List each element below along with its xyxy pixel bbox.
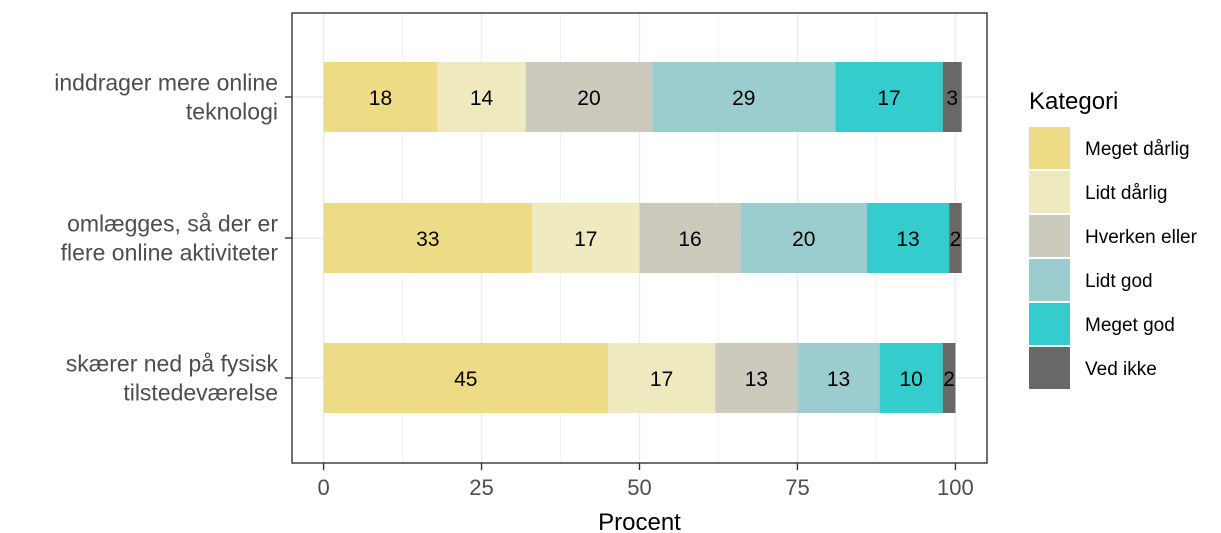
legend-title: Kategori: [1029, 88, 1118, 115]
bar-segment: [652, 62, 836, 132]
legend-label: Meget god: [1085, 315, 1175, 336]
x-tick-label: 75: [785, 475, 809, 500]
bar-segment: [866, 203, 950, 273]
segment-value-label: 20: [577, 87, 600, 110]
legend-key: [1029, 215, 1070, 257]
segment-value-label: 2: [950, 228, 962, 251]
segment-value-label: 2: [943, 368, 955, 391]
legend-label: Lidt god: [1085, 271, 1153, 292]
bar-segment: [323, 62, 438, 132]
legend-key: [1029, 303, 1070, 345]
y-tick-label: tilstedeværelse: [123, 380, 278, 406]
y-tick-label: flere online aktiviteter: [61, 240, 279, 266]
y-tick-label: omlægges, så der er: [67, 211, 278, 237]
x-tick-label: 100: [937, 475, 974, 500]
legend-label: Meget dårlig: [1085, 139, 1190, 160]
segment-value-label: 33: [416, 228, 439, 251]
segment-value-label: 3: [946, 87, 958, 110]
legend: Kategori Meget dårlig Lidt dårlig Hverken …: [1029, 88, 1198, 389]
segment-value-label: 18: [369, 87, 392, 110]
segment-value-label: 13: [745, 368, 768, 391]
bar-segment: [525, 62, 653, 132]
segment-value-label: 16: [678, 228, 701, 251]
bar-segment: [942, 343, 956, 413]
y-tick-label: inddrager mere online: [54, 70, 278, 96]
bar-segment: [949, 203, 962, 273]
bar-segment: [715, 343, 798, 413]
bar-segment: [323, 343, 608, 413]
y-tick-label: skærer ned på fysisk: [66, 351, 279, 377]
bar-segment: [740, 203, 867, 273]
segment-value-label: 17: [574, 228, 597, 251]
x-axis-title: Procent: [598, 509, 681, 533]
segment-value-label: 10: [900, 368, 923, 391]
legend-key: [1029, 171, 1070, 213]
bar-segment: [835, 62, 943, 132]
legend-key: [1029, 259, 1070, 301]
segment-value-label: 13: [827, 368, 850, 391]
legend-key: [1029, 347, 1070, 389]
x-tick-label: 50: [627, 475, 651, 500]
bar-segment: [797, 343, 880, 413]
bar-segment: [942, 62, 962, 132]
bar-segment: [437, 62, 526, 132]
legend-label: Ved ikke: [1085, 359, 1157, 380]
segment-value-label: 45: [454, 368, 477, 391]
segment-value-label: 17: [877, 87, 900, 110]
bar-segment: [607, 343, 716, 413]
segment-value-label: 14: [470, 87, 494, 110]
bar-segment: [879, 343, 943, 413]
legend-key: [1029, 127, 1070, 169]
x-tick-label: 25: [469, 475, 493, 500]
bars: [323, 62, 962, 413]
y-tick-label: teknologi: [186, 99, 278, 125]
segment-value-label: 29: [732, 87, 755, 110]
segment-value-label: 20: [792, 228, 815, 251]
legend-label: Lidt dårlig: [1085, 183, 1167, 204]
bar-segment: [532, 203, 640, 273]
segment-labels: 18 14 20 29 17 333 17 16 20 13 245 17 13 13 10 2: [369, 87, 961, 391]
legend-label: Hverken eller: [1085, 227, 1198, 248]
segment-value-label: 13: [896, 228, 919, 251]
x-tick-label: 0: [317, 475, 329, 500]
y-axis: inddrager mere online teknologi omlægges, …: [54, 70, 292, 406]
bar-segment: [639, 203, 741, 273]
segment-value-label: 17: [650, 368, 673, 391]
x-axis: 0 25 50 75 100: [317, 463, 974, 500]
bar-segment: [323, 203, 533, 273]
